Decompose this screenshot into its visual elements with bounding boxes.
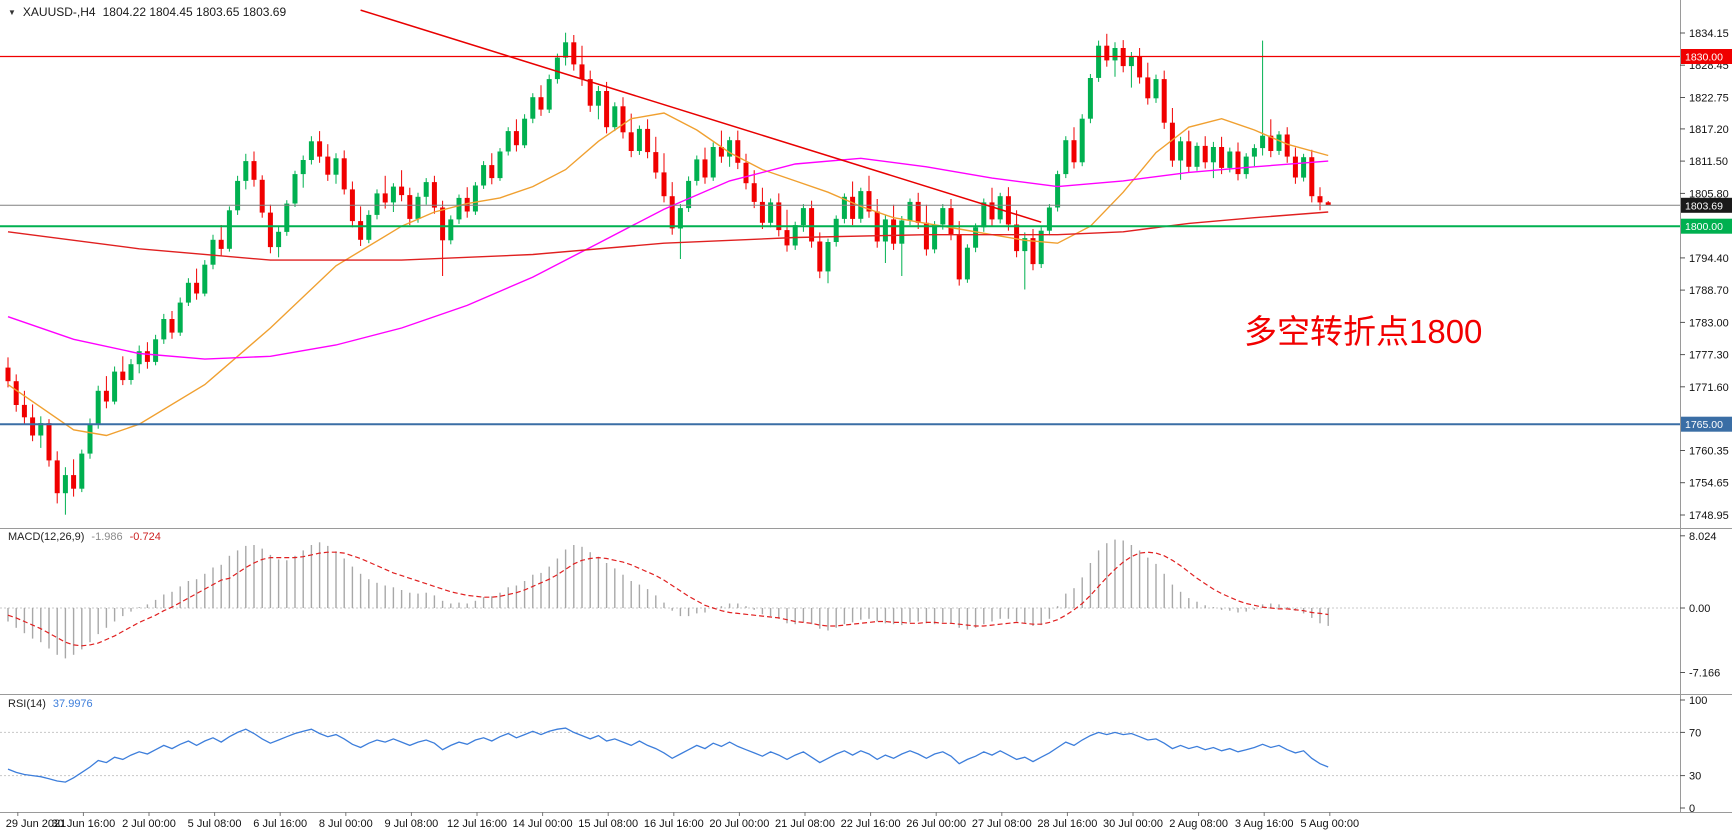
chart-symbol-period: XAUUSD-,H4 <box>22 5 96 19</box>
price-tick-label: 1794.40 <box>1689 253 1729 265</box>
price-badge-1830.00: 1830.00 <box>1685 52 1723 64</box>
price-badge-1800.00: 1800.00 <box>1685 221 1723 233</box>
time-axis-label: 5 Jul 08:00 <box>188 818 242 830</box>
macd-scale-label: -7.166 <box>1689 668 1720 680</box>
chart-menu-triangle-icon: ▼ <box>8 7 16 17</box>
time-axis-label: 21 Jul 08:00 <box>775 818 835 830</box>
price-tick-label: 1760.35 <box>1689 446 1729 458</box>
ma-fast-orange <box>7 112 1329 437</box>
price-tick-label: 1817.20 <box>1689 124 1729 136</box>
time-axis-label: 30 Jun 16:00 <box>52 818 116 830</box>
rsi-line <box>7 727 1329 783</box>
price-badge-1803.69: 1803.69 <box>1685 200 1723 212</box>
time-axis-label: 2 Jul 00:00 <box>122 818 176 830</box>
macd-name: MACD(12,26,9) <box>8 531 85 543</box>
time-axis-label: 29 Jun 2021 <box>6 818 67 830</box>
time-axis-label: 9 Jul 08:00 <box>384 818 438 830</box>
time-axis-label: 27 Jul 08:00 <box>972 818 1032 830</box>
price-tick-label: 1805.80 <box>1689 188 1729 200</box>
ma-slow-red <box>7 211 1329 261</box>
time-axis-label: 16 Jul 16:00 <box>644 818 704 830</box>
price-badge-1765.00: 1765.00 <box>1685 419 1723 431</box>
rsi-scale-label: 70 <box>1689 727 1701 739</box>
macd-signal-line <box>7 551 1329 647</box>
ma-mid-magenta <box>7 157 1329 360</box>
panel-separators[interactable] <box>0 0 1732 813</box>
rsi-scale-label: 100 <box>1689 695 1707 707</box>
rsi-name: RSI(14) <box>8 698 46 710</box>
price-tick-label: 1777.30 <box>1689 350 1729 362</box>
chart-annotation-text[interactable]: 多空转折点1800 <box>1244 313 1483 350</box>
price-tick-label: 1771.60 <box>1689 382 1729 394</box>
chart-header: ▼ XAUUSD-,H4 1804.22 1804.45 1803.65 180… <box>8 5 286 19</box>
price-axis-badges: 1830.00 1803.69 1800.00 1765.00 <box>1681 49 1732 432</box>
time-axis-label: 5 Aug 00:00 <box>1300 818 1359 830</box>
time-axis-label: 3 Aug 16:00 <box>1235 818 1294 830</box>
price-tick-label: 1834.15 <box>1689 28 1729 40</box>
price-tick-label: 1748.95 <box>1689 510 1729 522</box>
descending-trendline[interactable] <box>360 9 1042 223</box>
price-tick-label: 1811.50 <box>1689 156 1728 168</box>
macd-histogram <box>7 539 1329 659</box>
macd-scale-label: 8.024 <box>1689 531 1717 543</box>
time-axis-label: 26 Jul 00:00 <box>906 818 966 830</box>
price-tick-label: 1788.70 <box>1689 285 1729 297</box>
time-axis-label: 6 Jul 16:00 <box>253 818 307 830</box>
time-axis-label: 28 Jul 16:00 <box>1037 818 1097 830</box>
macd-scale-label: 0.00 <box>1689 603 1710 615</box>
time-axis-label: 2 Aug 08:00 <box>1169 818 1228 830</box>
rsi-scale-label: 30 <box>1689 771 1701 783</box>
time-axis-label: 14 Jul 00:00 <box>513 818 573 830</box>
price-tick-label: 1783.00 <box>1689 317 1729 329</box>
price-tick-label: 1822.75 <box>1689 93 1729 105</box>
rsi-axis[interactable]: 100 70 30 0 <box>1680 695 1707 815</box>
rsi-scale-label: 0 <box>1689 803 1695 815</box>
rsi-indicator-label: RSI(14) 37.9976 <box>8 698 93 710</box>
price-tick-label: 1754.65 <box>1689 478 1729 490</box>
time-axis-label: 15 Jul 08:00 <box>578 818 638 830</box>
time-axis-label: 30 Jul 00:00 <box>1103 818 1163 830</box>
macd-main-value: -1.986 <box>91 531 123 543</box>
chart-ohlc-readout: 1804.22 1804.45 1803.65 1803.69 <box>102 5 287 19</box>
time-axis-label: 12 Jul 16:00 <box>447 818 507 830</box>
time-axis-label: 20 Jul 00:00 <box>709 818 769 830</box>
rsi-level-lines <box>0 731 1680 777</box>
time-axis-label: 8 Jul 00:00 <box>319 818 373 830</box>
time-axis-label: 22 Jul 16:00 <box>841 818 901 830</box>
macd-signal-value: -0.724 <box>129 531 161 543</box>
rsi-value: 37.9976 <box>52 698 93 710</box>
macd-axis[interactable]: 8.024 0.00 -7.166 <box>1680 531 1720 680</box>
macd-indicator-label: MACD(12,26,9) -1.986 -0.724 <box>8 531 161 543</box>
